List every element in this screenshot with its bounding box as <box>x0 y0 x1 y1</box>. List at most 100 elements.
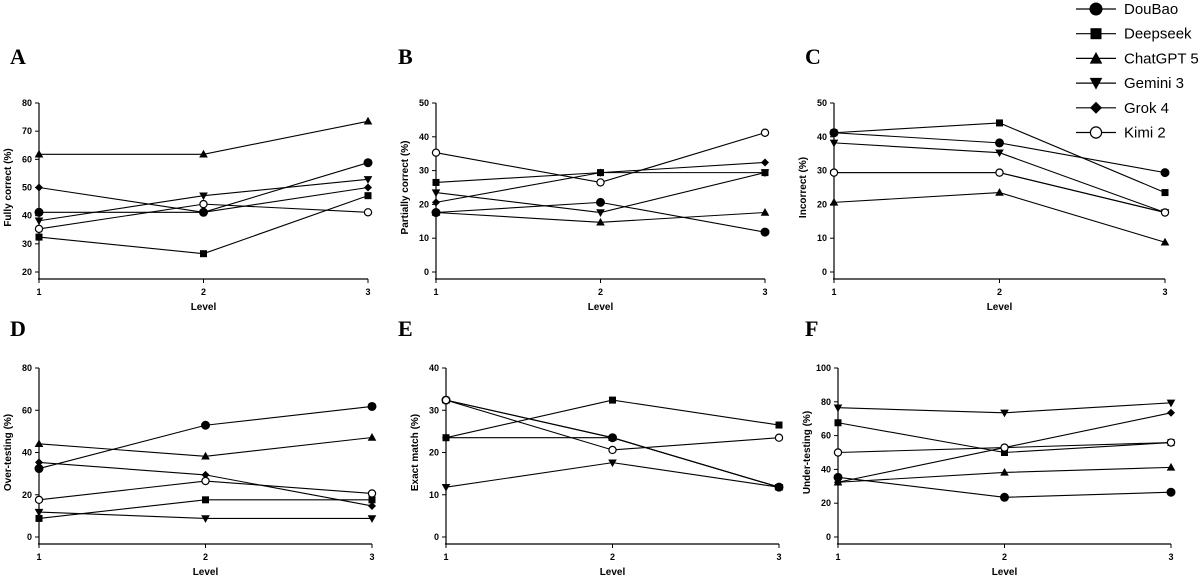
data-point-doubao <box>363 158 373 168</box>
data-point-deepseek <box>834 419 842 427</box>
y-tick-label: 40 <box>817 132 827 142</box>
data-point-kimi-2 <box>596 178 605 187</box>
data-point-grok-4 <box>368 501 376 510</box>
data-point-doubao <box>367 401 377 411</box>
data-point-grok-4 <box>199 208 208 217</box>
data-point-chatgpt-5 <box>363 116 373 125</box>
y-tick-label: 0 <box>27 532 32 542</box>
data-point-gemini-3 <box>363 176 373 184</box>
data-point-deepseek <box>35 514 43 522</box>
x-tick-label: 2 <box>598 287 603 297</box>
series-kimi-2 <box>441 395 784 455</box>
y-tick-label: 20 <box>817 199 827 209</box>
x-tick-label: 1 <box>36 552 41 562</box>
x-tick-label: 2 <box>997 287 1002 297</box>
series-deepseek <box>830 119 1169 197</box>
x-tick-label: 3 <box>1162 287 1167 297</box>
data-point-deepseek <box>368 496 376 504</box>
data-point-deepseek <box>35 233 43 241</box>
y-tick-label: 30 <box>419 166 429 176</box>
y-axis-title: Exact match (%) <box>410 414 421 491</box>
legend-label: Grok 4 <box>1124 100 1169 117</box>
data-point-kimi-2 <box>431 148 441 157</box>
series-kimi-2 <box>34 199 373 234</box>
data-point-doubao <box>760 227 770 237</box>
series-doubao <box>833 472 1176 502</box>
data-point-deepseek <box>432 178 440 186</box>
series-grok-4 <box>442 433 783 492</box>
y-tick-label: 60 <box>821 431 831 441</box>
series-gemini-3 <box>829 139 1170 218</box>
series-line-deepseek <box>833 122 1166 194</box>
x-tick-label: 3 <box>369 552 374 562</box>
legend-item-gemini-3: Gemini 3 <box>1076 75 1184 92</box>
data-point-deepseek <box>1161 189 1169 197</box>
y-tick-label: 100 <box>816 363 831 373</box>
data-point-gemini-3 <box>1166 399 1176 408</box>
data-point-gemini-3 <box>34 508 44 517</box>
series-gemini-3 <box>34 508 377 523</box>
y-tick-label: 10 <box>429 490 439 500</box>
y-tick-label: 60 <box>22 405 32 415</box>
data-point-deepseek <box>996 119 1003 127</box>
legend-label: ChatGPT 5 <box>1124 50 1199 67</box>
x-axis-title: Level <box>987 302 1013 313</box>
data-point-kimi-2 <box>833 448 843 457</box>
x-axis-title: Level <box>191 302 217 313</box>
x-tick-label: 2 <box>1002 552 1007 562</box>
x-tick-label: 1 <box>835 552 840 562</box>
x-axis-title: Level <box>992 567 1018 578</box>
legend: DouBao Deepseek ChatGPT 5 Gemini 3 Grok 4 Kim… <box>1076 1 1199 142</box>
y-tick-label: 50 <box>419 98 429 108</box>
x-axis-title: Level <box>600 567 626 578</box>
y-tick-label: 10 <box>817 233 827 243</box>
data-point-doubao <box>596 197 605 207</box>
data-point-kimi-2 <box>760 128 770 137</box>
x-tick-label: 3 <box>776 552 781 562</box>
y-tick-label: 40 <box>419 132 429 142</box>
data-point-kimi-2 <box>1166 438 1176 447</box>
series-line-chatgpt-5 <box>39 120 369 155</box>
y-axis-title: Under-testing (%) <box>802 411 813 494</box>
series-kimi-2 <box>34 476 377 505</box>
y-tick-label: 20 <box>22 490 32 500</box>
data-point-kimi-2 <box>995 168 1004 177</box>
series-line-chatgpt-5 <box>445 399 780 488</box>
panel-e: E 0 10 20 30 40 1 2 3 Level Exact match (%) <box>398 316 784 578</box>
data-point-kimi-2 <box>608 445 617 455</box>
series-deepseek <box>35 496 376 522</box>
panel-b: B 0 10 20 30 40 50 1 2 3 Level Partially correct (%… <box>398 44 770 313</box>
data-point-deepseek <box>775 421 783 429</box>
data-point-grok-4 <box>761 158 769 167</box>
series-gemini-3 <box>441 459 784 492</box>
y-tick-label: 0 <box>424 267 429 277</box>
x-tick-label: 3 <box>1168 552 1173 562</box>
data-point-doubao <box>1000 492 1009 502</box>
data-point-kimi-2 <box>367 489 377 498</box>
series-chatgpt-5 <box>829 188 1170 246</box>
panel-letter: F <box>805 316 818 341</box>
data-point-grok-4 <box>834 478 842 487</box>
x-axis-title: Level <box>193 567 219 578</box>
series-deepseek <box>35 192 372 258</box>
series-chatgpt-5 <box>34 116 373 158</box>
data-point-grok-4 <box>1167 408 1175 417</box>
panel-f: F 0 20 40 60 80 100 1 2 3 Level Under-testing (%) <box>802 316 1176 578</box>
data-point-kimi-2 <box>774 433 784 442</box>
legend-label: DouBao <box>1124 1 1178 18</box>
y-tick-label: 20 <box>419 199 429 209</box>
x-tick-label: 1 <box>433 287 438 297</box>
data-point-kimi-2 <box>201 476 210 486</box>
data-point-grok-4 <box>442 433 450 442</box>
series-grok-4 <box>35 183 372 217</box>
legend-item-chatgpt-5: ChatGPT 5 <box>1076 50 1199 67</box>
series-chatgpt-5 <box>833 462 1176 486</box>
series-doubao <box>34 401 377 474</box>
data-point-kimi-2 <box>363 208 373 217</box>
panel-a: A 20 30 40 50 60 70 80 1 2 3 Level Fully correct (%) <box>3 44 373 313</box>
data-point-gemini-3 <box>441 483 451 492</box>
data-point-grok-4 <box>432 198 440 207</box>
data-point-gemini-3 <box>367 515 377 523</box>
